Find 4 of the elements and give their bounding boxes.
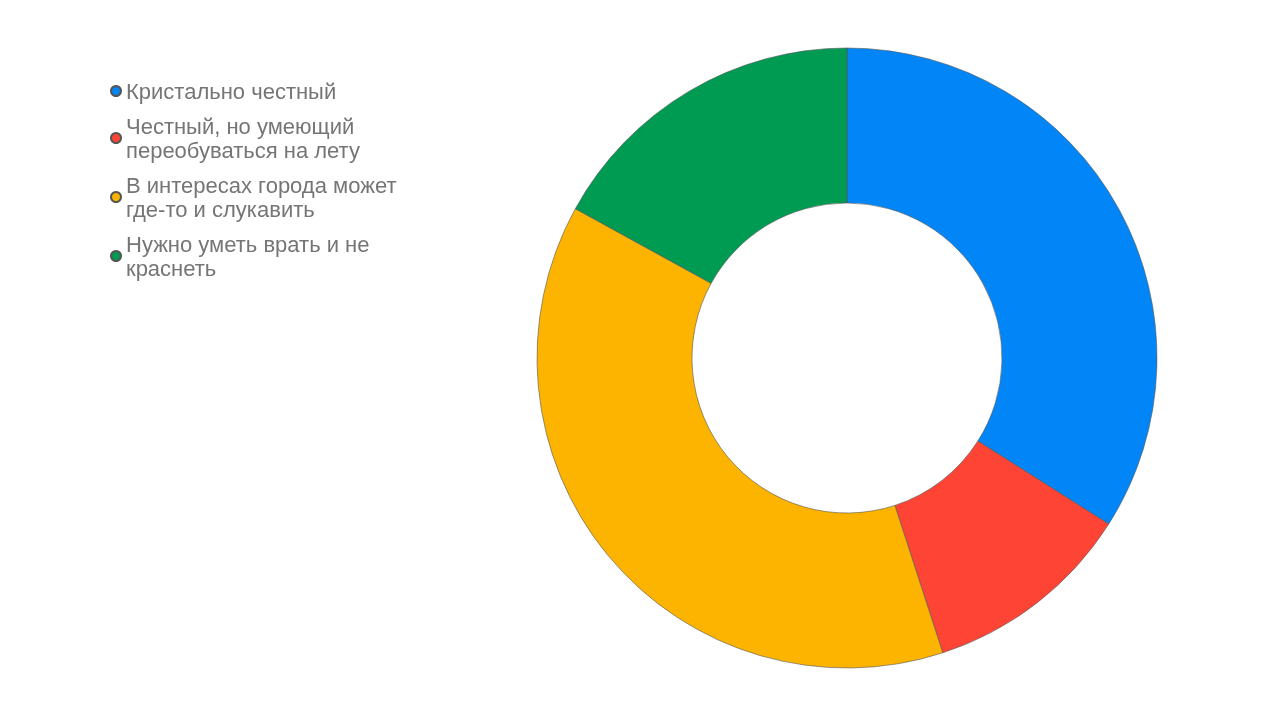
legend-label: Честный, но умеющий переобуваться на лету — [126, 113, 360, 163]
legend-label: Нужно уметь врать и не краснеть — [126, 231, 370, 281]
legend-label: В интересах города может где-то и слукавить — [126, 172, 397, 222]
legend-label: Кристально честный — [126, 78, 337, 104]
